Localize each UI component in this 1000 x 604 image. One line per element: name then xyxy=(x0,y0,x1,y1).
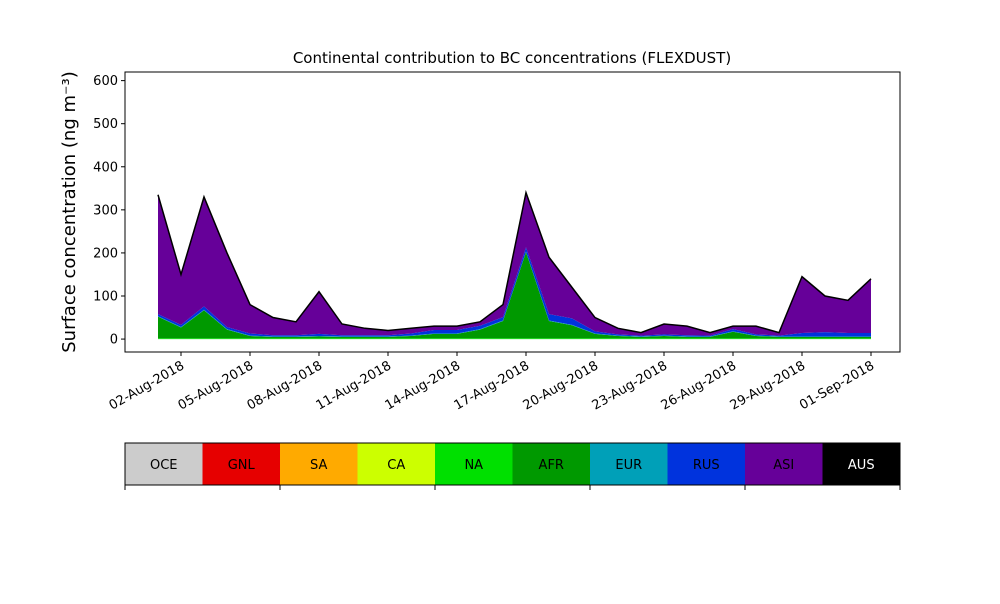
legend-swatch xyxy=(822,443,900,485)
y-tick-label: 100 xyxy=(93,290,118,305)
legend-label: CA xyxy=(387,458,405,473)
legend-swatch xyxy=(590,443,668,485)
legend-swatch xyxy=(745,443,823,485)
x-tick-label: 11-Aug-2018 xyxy=(314,358,394,413)
y-tick-label: 300 xyxy=(93,203,118,218)
legend-swatch xyxy=(202,443,280,485)
legend-label: AFR xyxy=(539,458,564,473)
legend-label: NA xyxy=(464,458,483,473)
x-tick-label: 14-Aug-2018 xyxy=(383,358,463,413)
x-tick-label: 26-Aug-2018 xyxy=(659,358,739,413)
x-tick-label: 05-Aug-2018 xyxy=(176,358,256,413)
x-tick-label: 01-Sep-2018 xyxy=(797,358,877,413)
x-tick-label: 20-Aug-2018 xyxy=(521,358,601,413)
legend-label: GNL xyxy=(228,458,256,473)
x-tick-label: 08-Aug-2018 xyxy=(245,358,325,413)
chart-title: Continental contribution to BC concentra… xyxy=(293,49,731,67)
y-tick-label: 500 xyxy=(93,117,118,132)
legend-swatch xyxy=(435,443,513,485)
legend-label: RUS xyxy=(693,458,720,473)
legend-frame xyxy=(124,442,901,486)
y-tick-label: 200 xyxy=(93,246,118,261)
x-tick-label: 02-Aug-2018 xyxy=(107,358,187,413)
legend-label: OCE xyxy=(150,458,178,473)
legend-swatch xyxy=(357,443,435,485)
legend-swatch xyxy=(280,443,358,485)
area xyxy=(157,189,872,334)
legend-label: AUS xyxy=(848,458,875,473)
area xyxy=(158,252,871,339)
legend-label: ASI xyxy=(773,458,794,473)
legend-label: SA xyxy=(310,458,327,473)
y-tick-label: 0 xyxy=(110,333,118,348)
x-tick-label: 29-Aug-2018 xyxy=(728,358,808,413)
area xyxy=(158,338,871,340)
legend-swatch xyxy=(125,443,203,485)
plot-frame xyxy=(124,71,901,353)
legend-label: EUR xyxy=(615,458,642,473)
y-axis-label: Surface concentration (ng m⁻³) xyxy=(59,71,80,353)
y-tick-label: 400 xyxy=(93,160,118,175)
legend-swatch xyxy=(512,443,590,485)
y-tick-label: 600 xyxy=(93,74,118,89)
legend-swatch xyxy=(667,443,745,485)
x-tick-label: 23-Aug-2018 xyxy=(590,358,670,413)
x-tick-label: 17-Aug-2018 xyxy=(452,358,532,413)
area xyxy=(158,192,871,336)
